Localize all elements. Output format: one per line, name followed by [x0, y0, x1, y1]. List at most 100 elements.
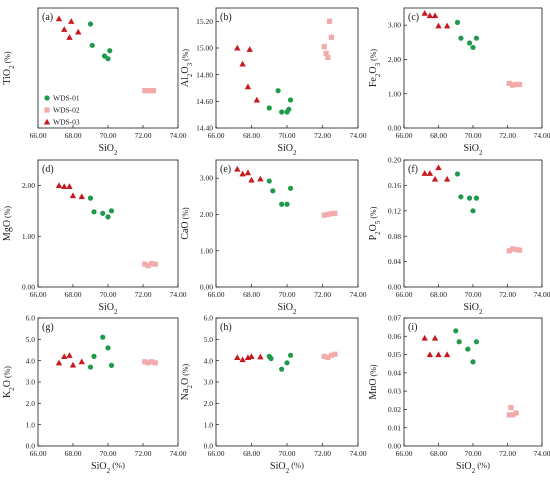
x-tick-label: 72.00 [314, 131, 331, 140]
series-wds-01 [87, 334, 115, 370]
data-point [142, 88, 148, 94]
x-tick-label: 66.00 [208, 131, 225, 140]
y-tick-label: 14.40 [196, 124, 213, 133]
data-point [100, 210, 106, 216]
data-point [506, 248, 512, 254]
data-point [108, 362, 115, 368]
data-point [443, 22, 451, 29]
x-tick-label: 72.00 [135, 131, 152, 140]
panel-g: 66.00 68.00 70.00 72.00 74.00 0.0 1.0 2.0 3.0 4.0… [2, 314, 187, 475]
data-point [279, 201, 285, 207]
x-tick-label: 70.00 [279, 449, 296, 458]
series-wds-03 [55, 182, 85, 200]
panel-label: (d) [42, 164, 54, 175]
y-tick-label: 0.06 [388, 332, 401, 341]
x-tick-label: 66.00 [396, 131, 413, 140]
data-point [100, 334, 106, 340]
y-tick-label: 1.00 [22, 232, 35, 241]
x-tick-label: 66.00 [208, 290, 225, 299]
y-axis-label: CaO (%) [180, 207, 191, 240]
x-tick-label: 66.00 [30, 449, 47, 458]
x-tick-label: 70.00 [465, 290, 482, 299]
data-point [323, 50, 329, 56]
data-point [266, 105, 272, 111]
data-point [458, 35, 464, 41]
series-wds-03 [421, 164, 451, 182]
panel-f: 66.00 68.00 70.00 72.00 74.00 0.00 0.04 0.08 0.1… [368, 156, 550, 316]
y-tick-label: 5.0 [26, 335, 36, 344]
data-point [473, 339, 480, 345]
data-point [253, 96, 261, 103]
legend-label: WDS-03 [53, 118, 80, 127]
x-tick-label: 72.00 [499, 449, 516, 458]
series-wds-01 [266, 178, 294, 207]
data-point [145, 263, 151, 269]
y-tick-label: 0.07 [388, 314, 401, 323]
x-axis-label: SiO2 [463, 302, 483, 316]
data-point [508, 405, 514, 411]
y-tick-label: 0.02 [388, 405, 401, 414]
data-point [91, 353, 97, 359]
panel-label: (c) [408, 12, 419, 23]
panel-h: 66.00 68.00 70.00 72.00 74.00 0.0 1.0 2.0 3.0 4.0… [180, 314, 367, 475]
data-point [244, 83, 252, 90]
data-point [150, 88, 157, 94]
series-wds-01 [87, 21, 113, 62]
data-point [510, 246, 516, 252]
x-tick-label: 68.00 [243, 290, 260, 299]
data-point [69, 192, 77, 199]
data-point [431, 175, 439, 182]
series-wds-01 [454, 19, 480, 51]
y-tick-label: 6.0 [26, 314, 36, 323]
y-tick-label: 2.00 [22, 181, 35, 190]
data-point [443, 351, 451, 358]
data-point [239, 60, 246, 67]
x-tick-label: 70.00 [100, 449, 117, 458]
data-point [284, 201, 290, 207]
data-point [466, 195, 473, 201]
y-tick-label: 1.00 [200, 246, 213, 255]
series-wds-01 [266, 352, 294, 372]
data-point [239, 356, 246, 363]
panel-e: 66.00 68.00 70.00 72.00 74.00 0.00 1.00 2.00 3.0… [180, 159, 367, 316]
plot-frame [403, 159, 543, 288]
y-tick-label: 0.20 [388, 156, 401, 165]
legend-marker-wds-03 [43, 118, 51, 125]
y-tick-label: 6.0 [204, 314, 214, 323]
data-point [513, 410, 519, 416]
y-tick-label: 2.00 [200, 210, 213, 219]
x-tick-label: 70.00 [279, 131, 296, 140]
y-axis-label: P2O5 (%) [368, 206, 382, 240]
data-point [332, 210, 338, 216]
data-point [325, 211, 331, 218]
panel-c: 66.00 68.00 70.00 72.00 74.00 0.00 1.00 2.00 3.0… [368, 7, 550, 157]
data-point [454, 19, 461, 25]
series-wds-02 [506, 246, 523, 254]
y-tick-label: 0.08 [388, 232, 401, 241]
x-tick-label: 74.00 [350, 131, 367, 140]
panel-label: (h) [220, 322, 232, 333]
panel-b: 66.00 68.00 70.00 72.00 74.00 14.40 14.60 14.80… [180, 7, 367, 157]
data-point [510, 82, 516, 88]
data-point [473, 195, 480, 201]
panel-label: (a) [42, 12, 53, 23]
data-point [321, 353, 327, 359]
y-tick-label: 5.0 [204, 335, 214, 344]
y-tick-label: 15.00 [196, 44, 213, 53]
series-wds-02 [142, 88, 157, 94]
x-tick-label: 68.00 [430, 449, 447, 458]
plot-frame [215, 159, 359, 288]
x-tick-label: 70.00 [279, 290, 296, 299]
y-tick-label: 14.80 [196, 70, 213, 79]
x-tick-label: 68.00 [243, 131, 260, 140]
data-point [506, 412, 512, 418]
data-point [149, 261, 155, 267]
series-wds-02 [321, 18, 334, 60]
data-point [454, 171, 461, 177]
x-tick-label: 72.00 [499, 290, 516, 299]
x-axis-label: SiO2 (%) [91, 460, 125, 475]
y-tick-label: 0.00 [200, 283, 213, 292]
y-tick-label: 1.0 [26, 420, 36, 429]
series-wds-03 [421, 334, 451, 358]
data-point [286, 106, 292, 112]
